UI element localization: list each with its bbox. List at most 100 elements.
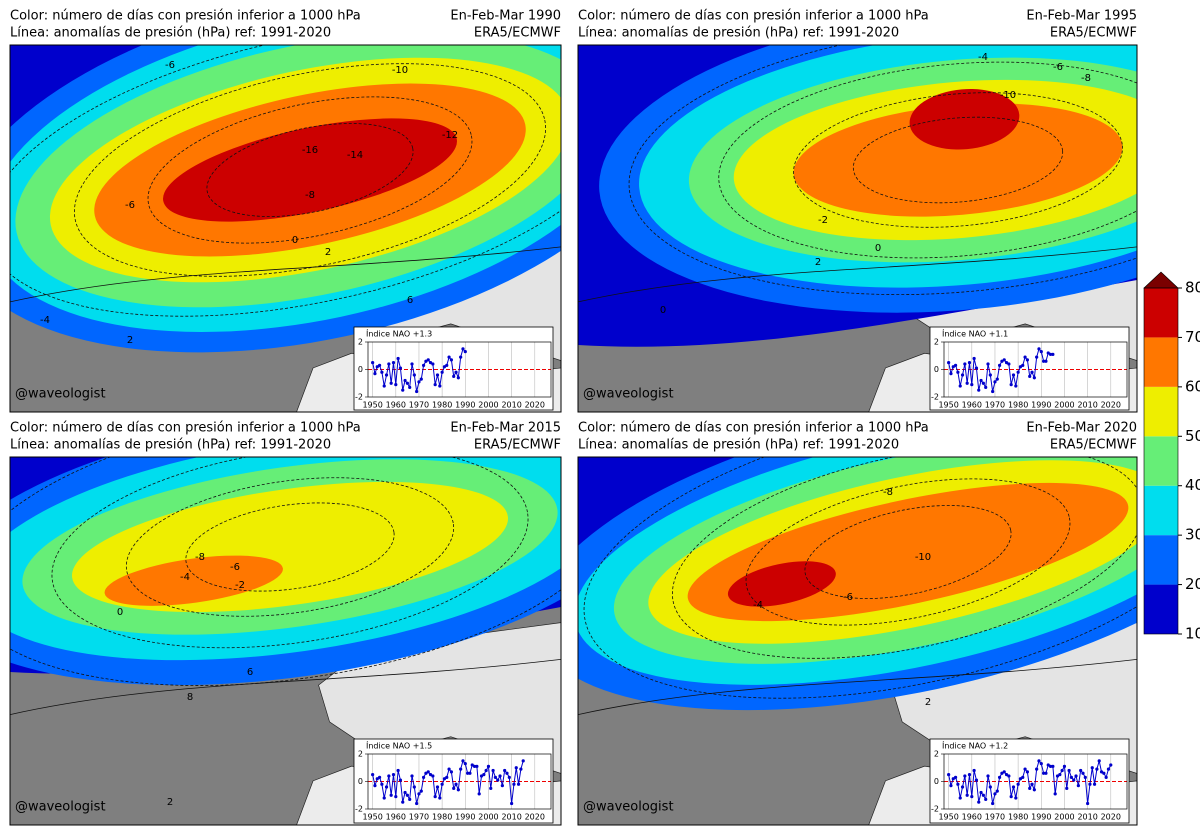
contour-label: -12 [442,130,458,141]
nao-point [1000,771,1004,775]
inset-frame [943,341,1128,398]
nao-point [1079,768,1083,773]
inset-x-tick: 2010 [501,401,521,410]
contour-label: -6 [1053,62,1063,73]
nao-point [963,774,967,778]
inset-x-tick: 1980 [1008,401,1028,410]
nao-point [988,373,992,377]
panel-frame [577,44,1138,413]
contour-label: -10 [915,552,931,563]
nao-point [456,376,460,380]
nao-point [1083,775,1087,779]
nao-point [1042,359,1046,363]
nao-point [512,782,516,786]
nao-point [454,370,458,374]
nao-point [491,768,495,773]
nao-point [440,370,444,374]
nao-point [1032,788,1036,792]
inset-x-tick: 2000 [478,401,498,410]
nao-point [993,792,997,796]
contour-line [852,116,1064,204]
nao-point [463,350,467,354]
nao-point [951,777,955,781]
nao-point [387,774,391,778]
nao-point [986,774,990,778]
inset-y-tick: 0 [934,365,939,374]
contour-line [185,502,395,592]
nao-point [380,370,384,374]
inset-x-tick: 1980 [432,401,452,410]
nao-point [1092,782,1097,786]
contour-label: -10 [1000,90,1016,101]
nao-point [1044,771,1048,775]
nao-point [958,796,962,800]
nao-point [470,763,474,767]
nao-point [1099,770,1104,774]
nao-point [389,381,393,385]
nao-point [984,385,988,389]
nao-point [1074,774,1078,778]
color-band [163,118,457,222]
nao-point [410,362,414,366]
colorbar-bin [1144,485,1178,536]
contour-line [147,96,473,244]
nao-point [454,782,458,786]
nao-point [401,388,405,392]
nao-point [947,361,951,365]
colorbar-label: 80 [1185,279,1200,297]
nao-point [1014,384,1018,388]
nao-point [1053,792,1057,796]
inset-x-tick: 1960 [386,813,406,822]
nao-point [949,372,953,376]
nao-point [438,796,442,800]
nao-point [382,384,386,388]
nao-point [1002,770,1006,774]
nao-point [979,790,983,795]
nao-point [1009,383,1013,387]
nao-point [1042,771,1046,775]
inset-x-tick: 2000 [1054,813,1074,822]
nao-point [377,363,382,367]
nao-point [963,362,967,366]
panel-title-right: En-Feb-Mar 2020 [1026,421,1137,436]
nao-point [1035,767,1039,771]
nao-point [486,764,491,768]
inset-x-tick: 1970 [985,401,1005,410]
inset-x-tick: 1960 [962,813,982,822]
nao-point [977,388,981,392]
nao-point [1023,355,1027,359]
nao-point [503,768,507,773]
nao-point [417,792,421,796]
panel-title: Color: número de días con presión inferi… [10,9,361,24]
inset-y-tick: 0 [358,365,363,374]
nao-point [498,774,502,778]
nao-point [949,784,953,788]
map: -6 -10 -12 -16 -14 -8 -6 0 2 6 -4 2 [10,45,561,412]
inset-x-tick: 1950 [362,401,382,410]
nao-point [1025,358,1029,362]
colorbar-bin [1144,436,1178,486]
panel-title: Línea: anomalías de presión (hPa) ref: 1… [578,438,899,453]
contour-line [10,659,561,715]
inset-x-tick: 1950 [938,813,958,822]
inset-box [929,326,1130,411]
nao-point [1032,376,1036,380]
inset-x-tick: 1980 [1008,813,1028,822]
nao-point [1076,784,1080,788]
nao-point [1025,770,1029,774]
nao-point [1102,771,1106,775]
nao-point [953,775,958,779]
inset-x-tick: 1970 [409,401,429,410]
nao-point [375,365,379,369]
panel-title-right: ERA5/ECMWF [1050,26,1137,41]
panel-title: Línea: anomalías de presión (hPa) ref: 1… [10,438,331,453]
nao-point [1065,786,1069,790]
colorbar-label: 20 [1185,575,1200,593]
nao-point [1109,763,1113,767]
nao-point [1004,361,1009,365]
nao-point [967,361,972,365]
contour-label: -8 [883,487,893,498]
nao-point [447,767,451,771]
nao-point [1048,764,1053,768]
